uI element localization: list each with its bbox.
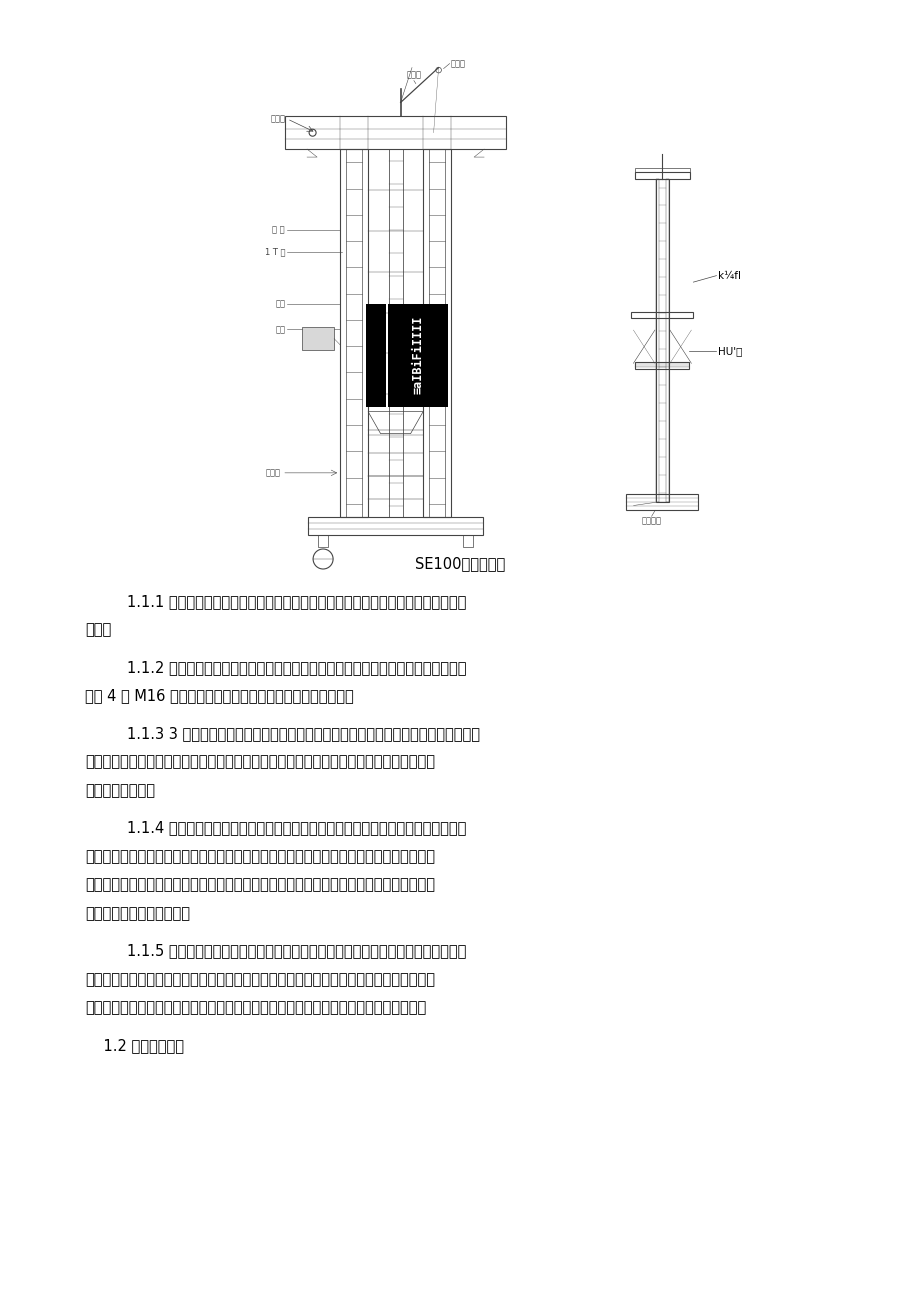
- Bar: [445, 150, 450, 516]
- Bar: [655, 178, 668, 502]
- Bar: [626, 494, 698, 510]
- Text: ≡aIBiFiIIII: ≡aIBiFiIIII: [411, 316, 424, 394]
- Bar: [366, 303, 386, 407]
- Bar: [308, 516, 482, 535]
- Bar: [630, 312, 693, 319]
- Text: 1.1.3 3 吐篮：是提升物料的主要工作机构，由型锂组焼而成。侧柱上有滚轮，可沿立: 1.1.3 3 吐篮：是提升物料的主要工作机构，由型锂组焼而成。侧柱上有滚轮，可…: [127, 726, 480, 742]
- Text: 的任一位置程度杆上，避免坠地。毛病扫除后，提升吐篮，保险卡复位，吐篮正常工作。: 的任一位置程度杆上，避免坠地。毛病扫除后，提升吐篮，保险卡复位，吐篮正常工作。: [85, 1000, 425, 1016]
- Text: 小滑轮: 小滑轮: [450, 59, 465, 68]
- Text: HU'门: HU'门: [718, 346, 742, 355]
- Text: 人造生: 人造生: [406, 70, 421, 79]
- Bar: [634, 168, 689, 172]
- Text: 1 T 干: 1 T 干: [265, 247, 285, 256]
- Text: 柱主弦滚动，起导游作用。下有用弹簧联合的两根锂管，可自动搭在支架上，以便在楼层停: 柱主弦滚动，起导游作用。下有用弹簧联合的两根锂管，可自动搭在支架上，以便在楼层停: [85, 755, 435, 769]
- Text: 留时起支撑作用。: 留时起支撑作用。: [85, 783, 154, 798]
- Text: 起升滑轮、套架、电动卷扬机、自翻卡板、扒杆，它把两立柱一直连成一整体门架，又可应: 起升滑轮、套架、电动卷扬机、自翻卡板、扒杆，它把两立柱一直连成一整体门架，又可应: [85, 850, 435, 864]
- Text: 根底。: 根底。: [85, 622, 111, 637]
- Bar: [635, 362, 688, 368]
- Bar: [665, 178, 668, 502]
- Text: 1.1.4 自升平台：是改动门架起升高度的主要机构。平常又起提升横梁的作用，上装: 1.1.4 自升平台：是改动门架起升高度的主要机构。平常又起提升横梁的作用，上装: [127, 821, 466, 835]
- Bar: [361, 150, 368, 516]
- Text: 式门架升降机的主要区别。: 式门架升降机的主要区别。: [85, 905, 190, 921]
- Bar: [462, 535, 472, 546]
- Bar: [340, 150, 346, 516]
- Text: 助力卧杆: 助力卧杆: [641, 516, 661, 526]
- Bar: [388, 150, 403, 516]
- Text: 制动: 制动: [275, 325, 285, 334]
- Bar: [387, 303, 448, 407]
- Text: 压元: 压元: [275, 299, 285, 308]
- Text: 1.1.2 立柱：立柱又起导轨架的作用，由多规范节组成。规范节由角锂拼焼而成，节: 1.1.2 立柱：立柱又起导轨架的作用，由多规范节组成。规范节由角锂拼焼而成，节: [127, 660, 466, 675]
- Text: k¼fl: k¼fl: [718, 271, 741, 281]
- Text: 1.1.5 联动滑轮：位于吐篮上方，正常工作时，经过它提起吐篮，当锂丝绳破断时，: 1.1.5 联动滑轮：位于吐篮上方，正常工作时，经过它提起吐篮，当锂丝绳破断时，: [127, 943, 466, 959]
- Bar: [301, 328, 334, 350]
- Text: 间由 4 根 M16 螺栓衔接，导轨架高度依据现场实践状况而定。: 间由 4 根 M16 螺栓衔接，导轨架高度依据现场实践状况而定。: [85, 688, 354, 704]
- Text: 工 干: 工 干: [272, 225, 285, 234]
- Bar: [634, 172, 689, 178]
- Text: 1.2 主要技术参数: 1.2 主要技术参数: [85, 1038, 184, 1053]
- Bar: [423, 150, 450, 516]
- Text: 联动滑轮随自重下落，由弹簧牵动联动杆，带动吐篮上的双保险卡板，使吐篮可悬挂于立柱: 联动滑轮随自重下落，由弹簧牵动联动杆，带动吐篮上的双保险卡板，使吐篮可悬挂于立柱: [85, 972, 435, 987]
- Bar: [340, 150, 368, 516]
- Bar: [285, 116, 505, 150]
- Bar: [318, 535, 328, 546]
- Bar: [655, 178, 658, 502]
- Text: 1.1.1 底架：由槽锂拼焼而成，将立柱、压重棁连成一体，同时又是整个机具的支撑: 1.1.1 底架：由槽锂拼焼而成，将立柱、压重棁连成一体，同时又是整个机具的支撑: [127, 595, 466, 609]
- Bar: [423, 150, 429, 516]
- Text: 用扒杆增减规范节，应用电动卷扬机完成平台升降，配有自升平台，是新型门架升降机与老: 用扒杆增减规范节，应用电动卷扬机完成平台升降，配有自升平台，是新型门架升降机与老: [85, 877, 435, 892]
- Text: SE100门式升降机: SE100门式升降机: [414, 556, 505, 571]
- Text: 定泊杆: 定泊杆: [265, 468, 279, 477]
- Text: 大滑轮: 大滑轮: [270, 114, 285, 124]
